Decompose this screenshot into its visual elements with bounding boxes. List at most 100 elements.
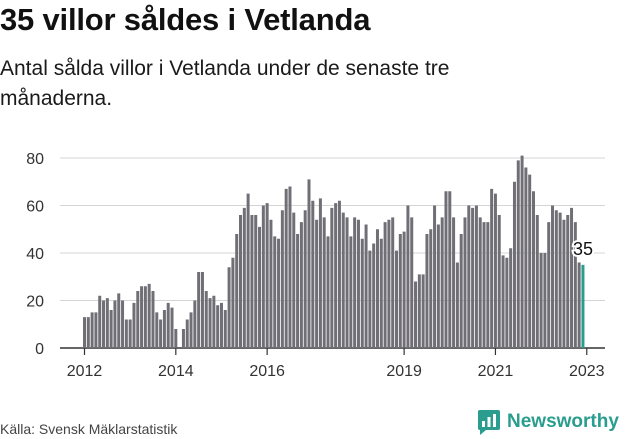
bar xyxy=(558,212,562,348)
bar xyxy=(200,272,204,348)
bars xyxy=(83,155,585,348)
bar xyxy=(528,174,532,348)
y-tick-label: 20 xyxy=(26,294,44,311)
y-tick-label: 0 xyxy=(35,341,44,358)
bar xyxy=(524,167,528,348)
bar xyxy=(547,222,551,348)
bar xyxy=(573,222,577,348)
bar xyxy=(463,217,467,348)
bar xyxy=(341,212,345,348)
bar xyxy=(478,217,482,348)
bar xyxy=(159,319,163,348)
bar xyxy=(227,267,231,348)
bar xyxy=(280,210,284,348)
chart-title: 35 villor såldes i Vetlanda xyxy=(0,2,371,37)
bar xyxy=(83,317,86,348)
bar xyxy=(284,188,288,348)
bar xyxy=(330,207,334,348)
bar xyxy=(440,217,444,348)
bar xyxy=(307,179,311,348)
bar xyxy=(273,236,277,348)
bar xyxy=(86,317,90,348)
x-tick-label: 2014 xyxy=(158,363,194,380)
bar xyxy=(482,222,486,348)
bar xyxy=(102,300,106,348)
bar xyxy=(417,274,421,348)
bar xyxy=(223,310,227,348)
bar xyxy=(490,188,494,348)
bar xyxy=(204,291,208,348)
bar xyxy=(364,224,368,348)
bar xyxy=(147,283,151,348)
bar xyxy=(455,262,459,348)
bar xyxy=(105,298,109,348)
bar xyxy=(349,236,353,348)
bar xyxy=(113,300,117,348)
bar xyxy=(410,217,414,348)
bar xyxy=(562,219,566,348)
bar xyxy=(109,310,113,348)
bar xyxy=(356,219,360,348)
bar xyxy=(345,217,349,348)
y-tick-label: 60 xyxy=(26,199,44,216)
bar xyxy=(520,155,524,348)
bar xyxy=(246,193,250,348)
bar xyxy=(501,255,505,348)
bar xyxy=(292,212,296,348)
bar xyxy=(402,231,406,348)
x-tick-label: 2021 xyxy=(478,363,514,380)
newsworthy-logo: Newsworthy xyxy=(477,409,619,435)
bar xyxy=(250,215,254,348)
bar xyxy=(318,198,322,348)
x-tick-label: 2019 xyxy=(386,363,422,380)
bar xyxy=(124,319,128,348)
bar xyxy=(436,224,440,348)
bar xyxy=(216,305,220,348)
bar xyxy=(296,234,300,348)
bar xyxy=(444,191,448,348)
bar xyxy=(288,186,292,348)
bar xyxy=(231,257,235,348)
bar xyxy=(516,160,520,348)
bar xyxy=(471,207,475,348)
bar xyxy=(391,217,395,348)
bar xyxy=(170,307,174,348)
bar xyxy=(197,272,201,348)
bar xyxy=(265,203,269,348)
bar xyxy=(353,217,357,348)
bar xyxy=(193,300,197,348)
bar xyxy=(387,219,391,348)
bar xyxy=(239,215,243,348)
bar xyxy=(299,222,303,348)
bar xyxy=(368,250,372,348)
bar xyxy=(406,205,410,348)
bar-latest xyxy=(581,264,585,348)
bar xyxy=(493,193,497,348)
bar xyxy=(375,229,379,348)
bar xyxy=(242,207,246,348)
bar xyxy=(181,329,185,348)
last-value-label: 35 xyxy=(573,239,593,259)
x-tick-label: 2012 xyxy=(67,363,103,380)
bar xyxy=(326,236,330,348)
bar xyxy=(425,234,429,348)
bar xyxy=(414,281,418,348)
chart-subtitle: Antal sålda villor i Vetlanda under de s… xyxy=(0,57,450,110)
bar xyxy=(208,298,212,348)
bar xyxy=(185,319,189,348)
bar xyxy=(166,302,170,348)
bar xyxy=(337,200,341,348)
bar xyxy=(219,302,223,348)
bar xyxy=(94,312,98,348)
bar xyxy=(155,312,159,348)
bar xyxy=(486,222,490,348)
bar xyxy=(315,219,319,348)
bar xyxy=(448,191,452,348)
x-tick-label: 2023 xyxy=(569,363,605,380)
bar xyxy=(261,205,265,348)
bar xyxy=(174,329,178,348)
bar xyxy=(98,295,102,348)
bar xyxy=(140,286,144,348)
y-axis: 0 20 40 60 80 xyxy=(26,151,44,358)
